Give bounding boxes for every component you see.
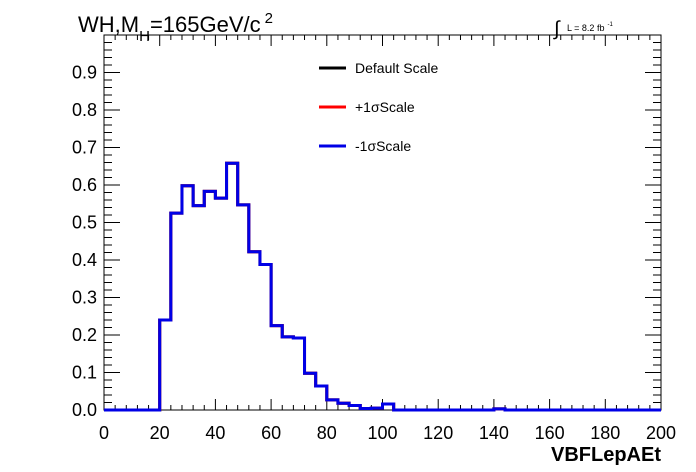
y-tick-label: 0.4 [72, 250, 97, 270]
title-rest: =165GeV/c [150, 12, 261, 37]
y-tick-label: 0.7 [72, 138, 97, 158]
x-tick-label: 160 [535, 423, 565, 443]
legend-label: +1σScale [355, 99, 415, 115]
title-main: WH,M [78, 12, 139, 37]
x-tick-label: 60 [261, 423, 281, 443]
series-line-0 [104, 161, 661, 412]
y-tick-label: 0.5 [72, 213, 97, 233]
legend-label: Default Scale [355, 60, 438, 76]
y-tick-label: 0.0 [72, 400, 97, 420]
x-tick-label: 180 [590, 423, 620, 443]
title-subscript: H [139, 28, 150, 45]
y-tick-label: 0.6 [72, 175, 97, 195]
x-tick-label: 40 [205, 423, 225, 443]
x-axis-ticks [103, 35, 662, 410]
chart-title: WH,MH=165GeV/c 2 [78, 10, 273, 45]
x-tick-label: 20 [150, 423, 170, 443]
y-axis-ticks [104, 34, 661, 411]
lumi-text: L = 8.2 fb [567, 23, 604, 33]
series-group [104, 161, 661, 412]
title-superscript: 2 [265, 10, 273, 27]
y-tick-label: 0.2 [72, 325, 97, 345]
plot-frame [103, 34, 662, 411]
y-tick-label: 0.1 [72, 363, 97, 383]
x-tick-label: 100 [367, 423, 397, 443]
y-axis-tick-labels: 0.0 0.1 0.2 0.3 0.4 0.5 0.6 0.7 0.8 0.9 [72, 63, 97, 421]
y-tick-label: 0.9 [72, 63, 97, 83]
x-tick-label: 120 [423, 423, 453, 443]
x-tick-label: 140 [479, 423, 509, 443]
series-line-1 [104, 161, 661, 412]
y-tick-label: 0.3 [72, 288, 97, 308]
x-tick-label: 200 [646, 423, 676, 443]
integral-sign: ∫ [553, 18, 561, 40]
lumi-label: L = 8.2 fb -1 [567, 22, 613, 33]
y-tick-label: 0.8 [72, 100, 97, 120]
x-axis-tick-labels: 0 20 40 60 80 100 120 140 160 180 200 [99, 423, 676, 443]
legend: Default Scale +1σScale -1σScale [319, 60, 438, 154]
series-line-2 [104, 161, 661, 412]
lumi-superscript: -1 [607, 22, 613, 28]
legend-label: -1σScale [355, 138, 411, 154]
x-tick-label: 0 [99, 423, 109, 443]
x-tick-label: 80 [317, 423, 337, 443]
x-axis-title: VBFLepAEt [551, 444, 661, 466]
